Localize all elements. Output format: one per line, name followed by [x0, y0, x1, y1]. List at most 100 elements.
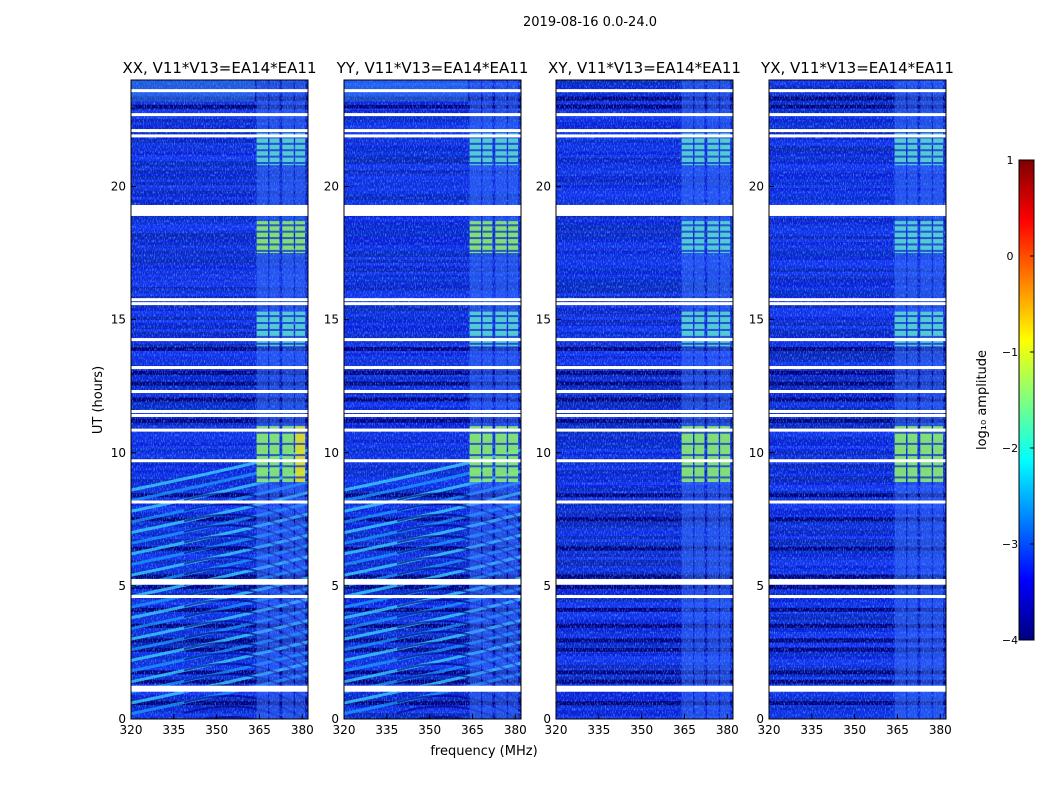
colorbar: 1 0 −1 −2 −3 −4 log₁₀ amplitude [975, 154, 1035, 647]
rfi-gap [720, 322, 731, 325]
x-tick-label: 380 [291, 723, 314, 737]
flagged-row [131, 298, 308, 302]
rfi-gap [482, 243, 493, 246]
rfi-gap [269, 465, 280, 468]
rfi-gap [933, 328, 944, 331]
rfi-gap [681, 230, 694, 233]
rfi-gap [694, 431, 705, 434]
flagged-row [344, 302, 521, 306]
flagged-row [556, 113, 733, 117]
y-tick-label: 0 [118, 712, 126, 726]
rfi-gap [256, 224, 269, 227]
rfi-gap [482, 224, 493, 227]
rfi-gap [707, 224, 719, 227]
rfi-stripe [282, 80, 294, 719]
colorbar-tick-label: −1 [1002, 346, 1018, 359]
rfi-gap [282, 335, 294, 338]
rfi-gap [482, 249, 493, 252]
rfi-gap [269, 237, 280, 240]
fringe-dark [396, 673, 521, 702]
rfi-gap [933, 476, 944, 479]
rfi-gap [681, 162, 694, 165]
rfi-gap [720, 230, 731, 233]
fringe [344, 491, 521, 535]
flagged-row [769, 302, 946, 306]
rfi-gap [256, 328, 269, 331]
rfi-gap [282, 149, 294, 152]
rfi-stripe [482, 80, 493, 719]
rfi-gap [894, 322, 907, 325]
fringe-dark [396, 588, 521, 617]
rfi-gap [469, 243, 482, 246]
fringe-dark [396, 524, 521, 553]
x-tick-label: 365 [673, 723, 696, 737]
y-tick-label: 15 [536, 313, 551, 327]
flagged-row [131, 579, 308, 583]
rfi-gap [681, 335, 694, 338]
rfi-gap [720, 149, 731, 152]
panel-yx: YX, V11*V13=EA14*EA11 320 335 350 365 380 0 5 10… [749, 59, 954, 737]
flagged-row [344, 579, 521, 583]
rfi-gap [720, 136, 731, 139]
rfi-gap [295, 335, 306, 338]
panel-frame [768, 79, 947, 720]
rfi-gap [495, 155, 507, 158]
rfi-gap [720, 224, 731, 227]
rfi-gap [295, 237, 306, 240]
rfi-gap [707, 149, 719, 152]
x-tick-label: 380 [929, 723, 952, 737]
rfi-gap [933, 149, 944, 152]
rfi-gap [269, 454, 280, 457]
y-tick-label: 10 [749, 446, 764, 460]
rfi-gap [694, 142, 705, 145]
rfi-gap [694, 249, 705, 252]
rfi-gap [482, 442, 493, 445]
rfi-gap [295, 315, 306, 318]
flagged-row [131, 302, 308, 306]
flagged-row [769, 413, 946, 417]
flagged-row [344, 298, 521, 302]
fringe-dark [183, 503, 308, 532]
rfi-gap [933, 237, 944, 240]
rfi-gap [907, 155, 918, 158]
fringe [344, 672, 521, 716]
rfi-stripe [894, 80, 907, 719]
rfi-gap [508, 315, 519, 318]
rfi-gap [894, 136, 907, 139]
rfi-gap [295, 149, 306, 152]
rfi-gap [295, 442, 306, 445]
fringe [131, 587, 308, 630]
rfi-gap [508, 342, 519, 345]
rfi-gap [469, 442, 482, 445]
fringe-dark [396, 630, 521, 660]
rfi-gap [694, 155, 705, 158]
fringe [344, 618, 521, 662]
rfi-gap [720, 431, 731, 434]
rfi-gap [694, 465, 705, 468]
flagged-row [131, 685, 308, 692]
rfi-gap [707, 142, 719, 145]
rfi-gap [282, 155, 294, 158]
rfi-gap [720, 476, 731, 479]
rfi-gap [933, 230, 944, 233]
rfi-gap [707, 237, 719, 240]
rfi-gap [256, 237, 269, 240]
flagged-row [131, 595, 308, 599]
rfi-gap [720, 465, 731, 468]
rfi-gap [295, 155, 306, 158]
rfi-gap [469, 315, 482, 318]
flagged-row [769, 204, 946, 208]
rfi-gap [894, 237, 907, 240]
rfi-gap [681, 431, 694, 434]
flagged-row [131, 428, 308, 432]
fringe [131, 661, 308, 705]
fringe-dark [396, 705, 501, 719]
panel-image [769, 80, 946, 719]
x-tick-label: 350 [205, 723, 228, 737]
rfi-gap [256, 442, 269, 445]
rfi-gap [894, 243, 907, 246]
rfi-gap [933, 136, 944, 139]
fringe-dark [396, 534, 521, 564]
rfi-gap [495, 142, 507, 145]
rfi-gap [933, 243, 944, 246]
